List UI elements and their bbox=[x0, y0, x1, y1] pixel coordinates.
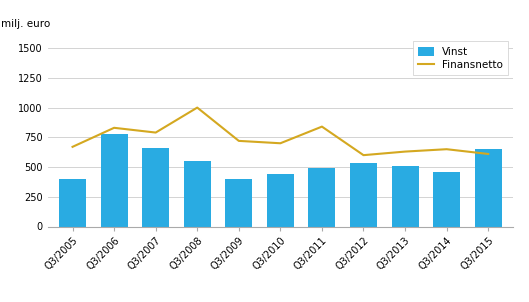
Text: milj. euro: milj. euro bbox=[1, 19, 50, 29]
Bar bbox=[267, 174, 294, 226]
Bar bbox=[475, 149, 501, 226]
Bar bbox=[433, 172, 460, 226]
Bar bbox=[391, 166, 418, 226]
Bar bbox=[142, 148, 169, 226]
Bar bbox=[225, 179, 252, 226]
Bar bbox=[350, 163, 377, 226]
Bar bbox=[184, 161, 211, 226]
Bar bbox=[308, 168, 335, 226]
Legend: Vinst, Finansnetto: Vinst, Finansnetto bbox=[413, 41, 508, 76]
Bar bbox=[101, 134, 127, 226]
Bar bbox=[59, 179, 86, 226]
